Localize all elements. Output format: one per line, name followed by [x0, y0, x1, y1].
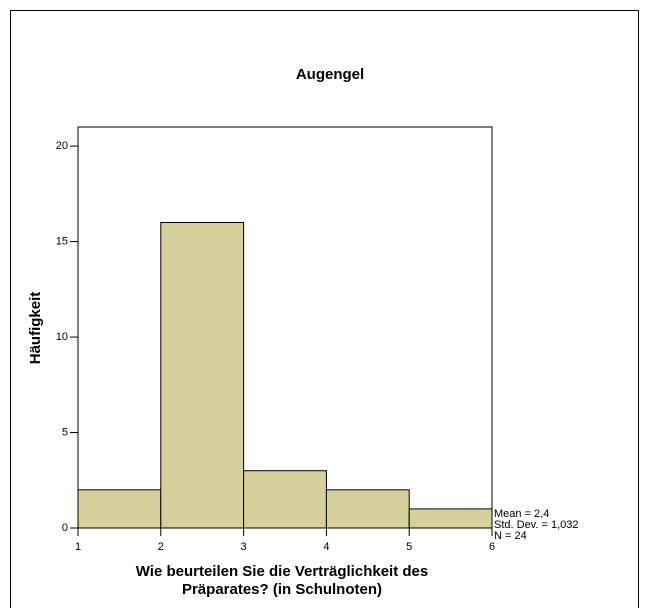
- x-axis-label: Wie beurteilen Sie die Verträglichkeit d…: [136, 563, 428, 580]
- y-tick-label: 20: [56, 140, 68, 152]
- bar: [243, 470, 327, 529]
- x-tick-label: 3: [241, 541, 247, 553]
- y-tick-label: 0: [62, 522, 68, 534]
- y-tick-label: 10: [56, 331, 68, 343]
- x-axis-label: Präparates? (in Schulnoten): [182, 581, 382, 598]
- frame: [10, 10, 639, 608]
- x-tick-label: 5: [406, 541, 412, 553]
- bar: [408, 508, 493, 529]
- bar: [160, 221, 245, 529]
- stats-annotation: Mean = 2,4: [494, 508, 549, 520]
- chart-title: Augengel: [296, 66, 364, 83]
- x-tick-label: 4: [323, 541, 329, 553]
- stats-annotation: Std. Dev. = 1,032: [494, 519, 579, 531]
- stats-annotation: N = 24: [494, 530, 527, 542]
- x-tick-label: 2: [158, 541, 164, 553]
- x-tick-label: 6: [489, 541, 495, 553]
- y-tick-label: 15: [56, 235, 68, 247]
- x-tick-label: 1: [75, 541, 81, 553]
- bar: [77, 489, 162, 529]
- y-axis-label: Häufigkeit: [27, 292, 44, 365]
- bar: [325, 489, 410, 529]
- plot-frame: [77, 126, 493, 529]
- y-tick-label: 5: [62, 426, 68, 438]
